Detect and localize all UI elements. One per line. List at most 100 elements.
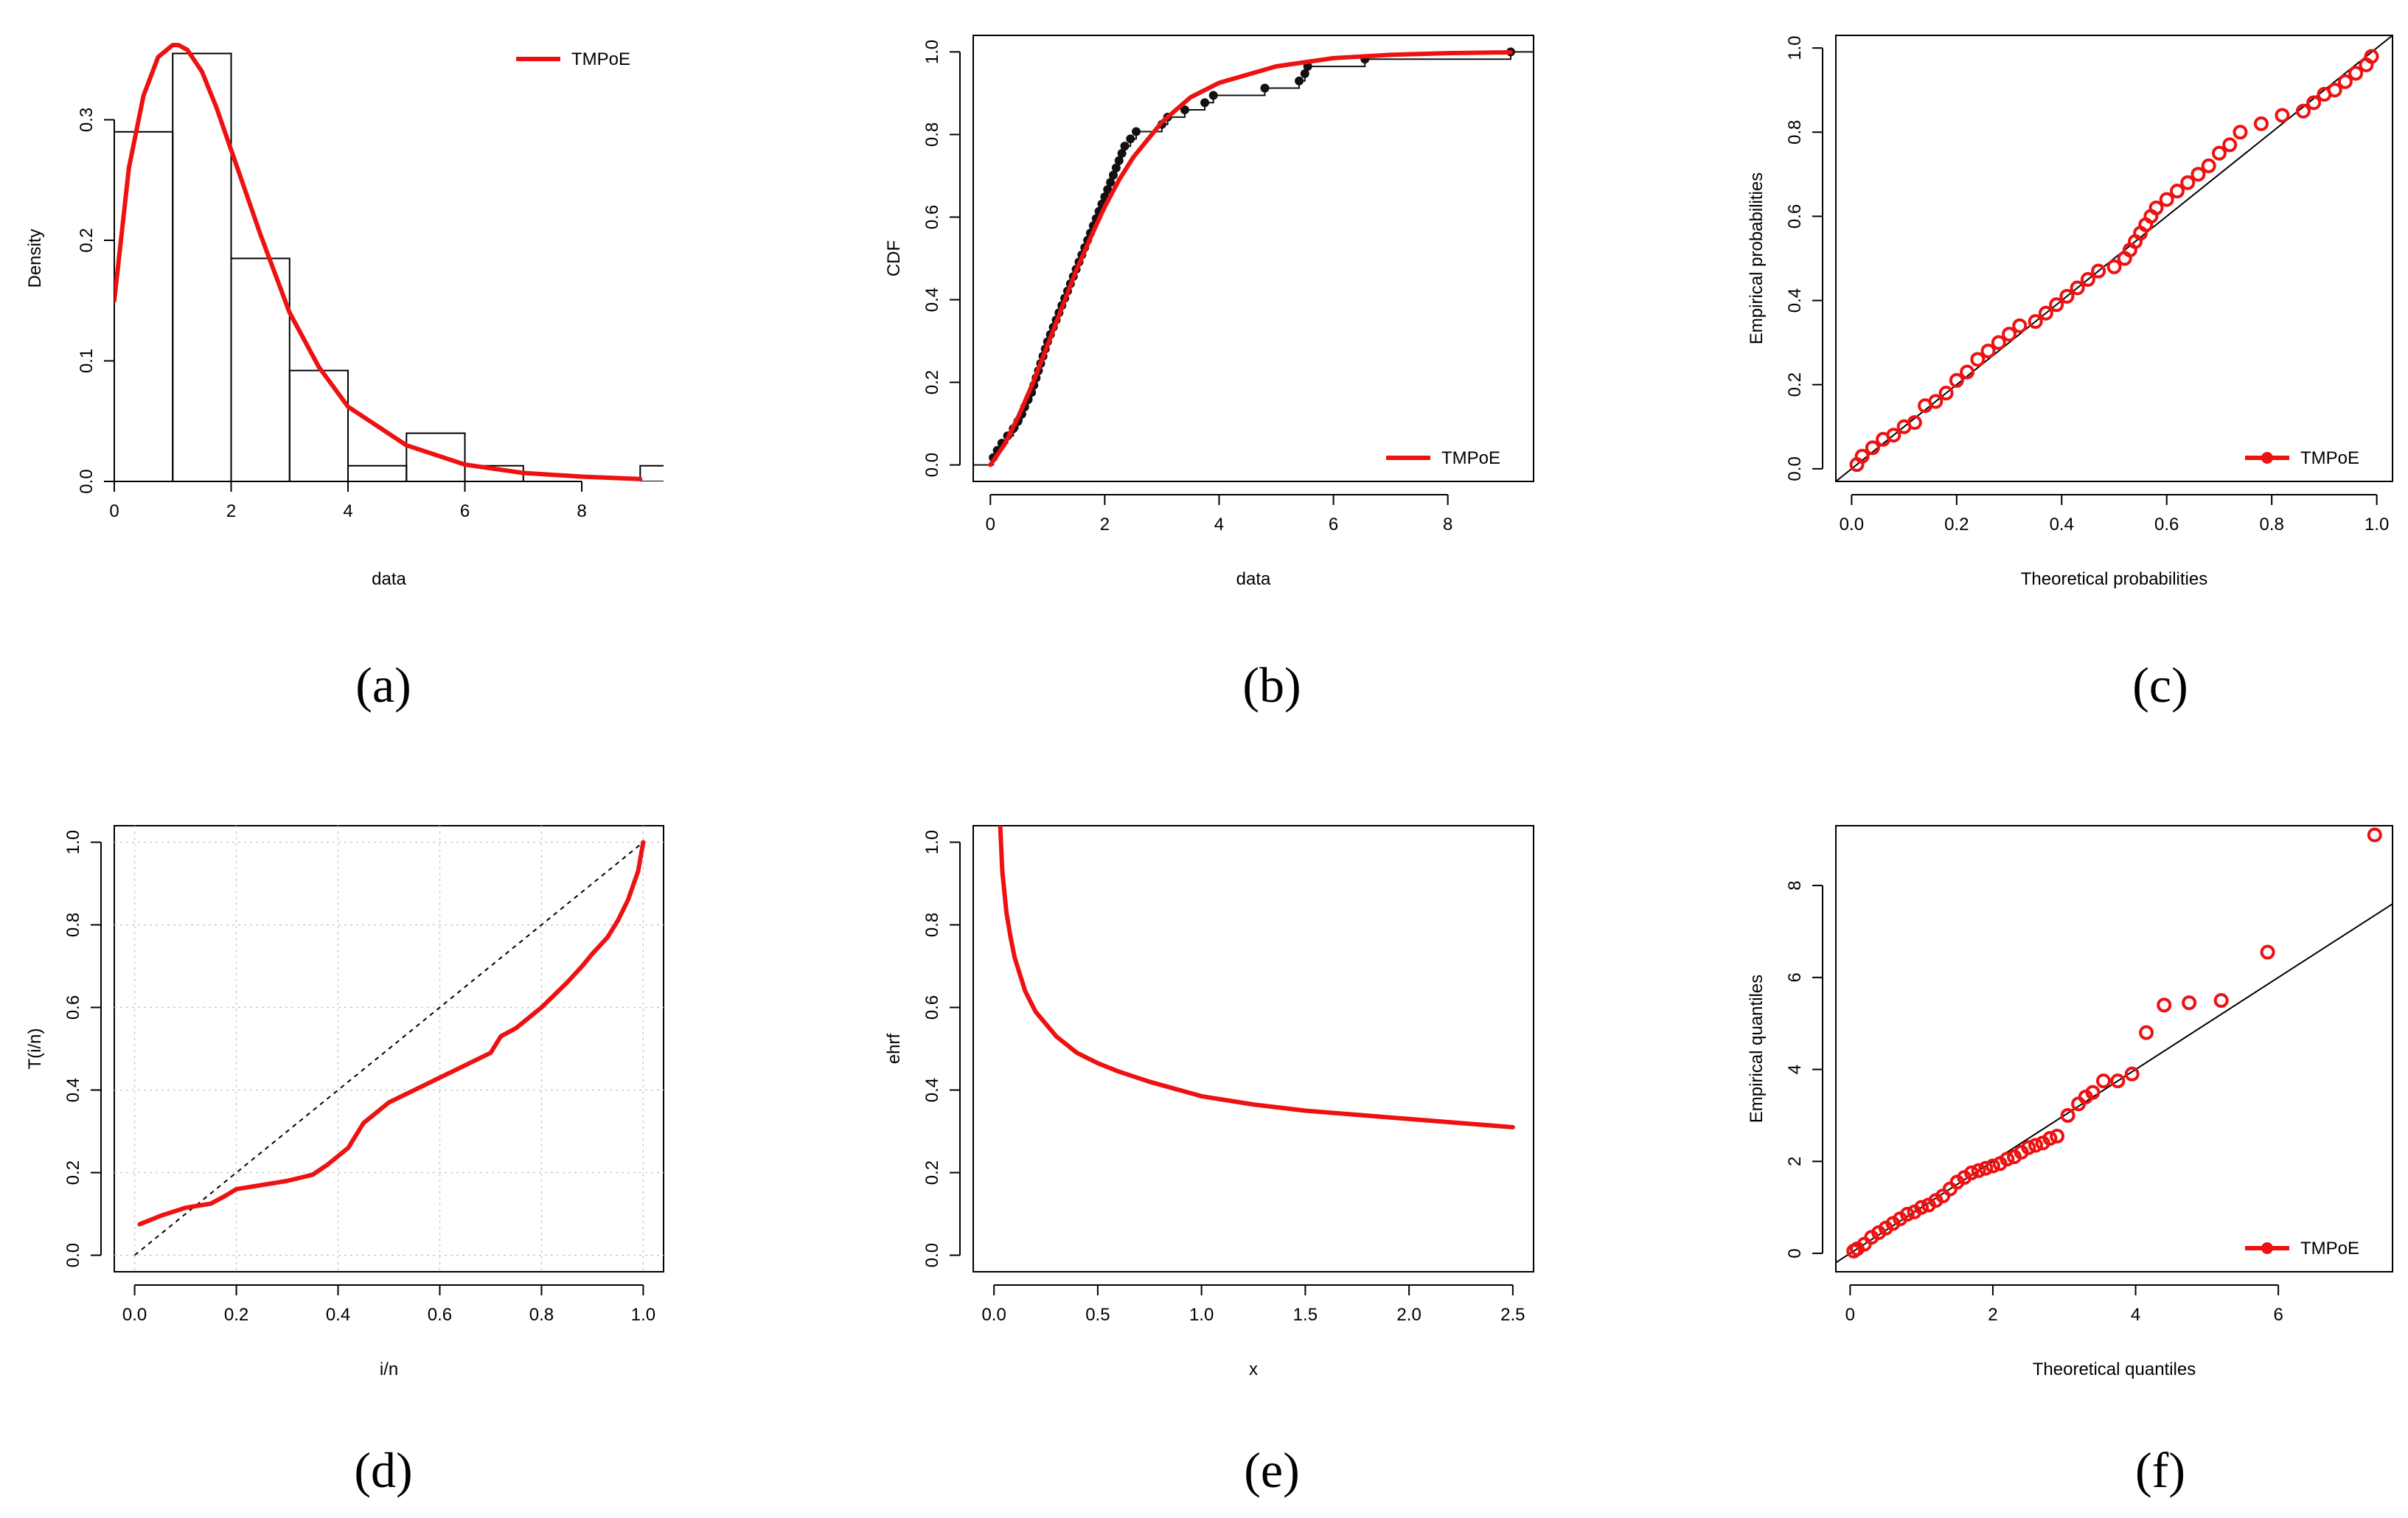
scatter-point: [2070, 280, 2085, 296]
y-tick-label: 0.8: [922, 122, 942, 147]
legend: TMPoE: [2238, 1230, 2385, 1266]
caption-b: (b): [1242, 657, 1301, 713]
chart-a: 0 2 4 6 8 data 0.0 0.1 0.2 0.3 Density TMPoE: [25, 43, 664, 589]
legend: TMPoE: [1379, 440, 1526, 476]
x-tick-label: 0.0: [1840, 515, 1864, 535]
y-tick-label: 0.8: [63, 913, 83, 937]
data-layer: [973, 47, 1534, 467]
y-tick-label: 1.0: [1785, 35, 1805, 60]
caption-c: (c): [2132, 657, 2188, 713]
scatter-point: [2337, 74, 2353, 89]
x-tick-label: 1.0: [1189, 1305, 1214, 1325]
scatter-point: [2295, 103, 2311, 119]
x-tick-label: 0.0: [981, 1305, 1006, 1325]
y-tick-label: 0.6: [63, 995, 83, 1020]
y-axis-label: T(i/n): [25, 1028, 45, 1070]
histogram-bar: [114, 130, 174, 481]
scatter-point: [2106, 259, 2122, 274]
x-tick-label: 0: [986, 515, 995, 535]
scatter-point: [2028, 314, 2043, 330]
y-tick-label: 1.0: [63, 830, 83, 854]
scatter-point: [1978, 1160, 1994, 1176]
scatter-point: [2012, 318, 2028, 333]
x-tick-label: 2: [226, 501, 236, 521]
y-tick-label: 1.0: [922, 830, 942, 854]
scatter-point: [1985, 1158, 2000, 1174]
ecdf-point: [1126, 134, 1135, 144]
scatter-point: [2233, 125, 2248, 140]
scatter-point: [2157, 998, 2172, 1013]
y-tick-label: 0.2: [77, 228, 97, 252]
plot-frame: [972, 35, 1534, 482]
y-tick-label: 1.0: [922, 40, 942, 64]
ecdf-point: [1111, 163, 1121, 173]
y-tick-label: 0.0: [63, 1243, 83, 1267]
y-tick-label: 2: [1785, 1157, 1805, 1166]
y-axis-label: Empirical probabilities: [1747, 173, 1767, 344]
scatter-point: [2002, 327, 2017, 342]
plot-frame: [1835, 35, 2393, 482]
scatter-point: [2182, 995, 2197, 1011]
scatter-point: [1865, 440, 1880, 456]
legend: TMPoE: [516, 49, 630, 69]
ecdf-point: [1260, 83, 1270, 93]
histogram-bar: [406, 432, 466, 481]
scatter-point: [2021, 1140, 2036, 1155]
x-tick-label: 0.5: [1085, 1305, 1110, 1325]
scatter-point: [2124, 1066, 2140, 1082]
y-tick-label: 0.1: [77, 349, 97, 373]
scatter-point: [1907, 415, 1922, 431]
x-tick-label: 0.2: [1944, 515, 1969, 535]
scatter-point: [2028, 1138, 2044, 1153]
scatter-point: [2050, 1129, 2065, 1144]
scatter-point: [2042, 1131, 2058, 1146]
x-tick-label: 8: [577, 501, 586, 521]
scatter-point: [2169, 184, 2185, 199]
legend-label: TMPoE: [2300, 1239, 2359, 1258]
legend-point: [2261, 452, 2273, 464]
legend-label: TMPoE: [2300, 448, 2359, 468]
x-tick-label: 2.5: [1500, 1305, 1525, 1325]
scatter-point: [2260, 944, 2275, 960]
y-tick-label: 0.0: [922, 453, 942, 477]
legend: TMPoE: [2238, 440, 2385, 476]
x-tick-label: 0.6: [2154, 515, 2179, 535]
data-layer: [1836, 827, 2393, 1264]
x-tick-label: 2.0: [1396, 1305, 1421, 1325]
scatter-point: [2180, 175, 2196, 190]
y-tick-label: 0.3: [77, 108, 97, 132]
x-tick-label: 0.8: [529, 1305, 554, 1325]
scatter-point: [2000, 1152, 2015, 1167]
ecdf-point: [1200, 98, 1210, 108]
y-axis-label: CDF: [884, 240, 904, 276]
x-tick-label: 4: [1214, 515, 1224, 535]
ecdf-point: [1300, 69, 1309, 78]
reference-line: [1836, 903, 2393, 1264]
x-tick-label: 4: [343, 501, 352, 521]
y-tick-label: 0.2: [63, 1160, 83, 1185]
scatter-point: [1914, 1200, 1929, 1215]
histogram-bar: [172, 52, 232, 481]
scatter-point: [2211, 145, 2227, 161]
scatter-point: [2085, 1084, 2101, 1100]
y-tick-label: 0.4: [922, 288, 942, 312]
x-tick-label: 8: [1443, 515, 1452, 535]
x-axis-label: Theoretical quantiles: [2033, 1359, 2196, 1379]
scatter-point: [1971, 1163, 1986, 1178]
x-tick-label: 0.4: [326, 1305, 350, 1325]
y-tick-label: 0.6: [922, 205, 942, 229]
scatter-point: [2275, 108, 2290, 123]
scatter-point: [2038, 305, 2053, 321]
scatter-point: [2327, 83, 2342, 98]
chart-d: 0.0 0.2 0.4 0.6 0.8 1.0 i/n 0.0 0.2 0.4 0.6 0.8 1.0 T…: [25, 825, 664, 1379]
histogram-bar: [347, 464, 408, 481]
x-tick-label: 1.5: [1293, 1305, 1318, 1325]
x-tick-label: 2: [1988, 1305, 1997, 1325]
legend-point: [2261, 1242, 2273, 1254]
y-tick-label: 0.4: [63, 1078, 83, 1102]
y-axis-label: Empirical quantiles: [1747, 975, 1767, 1123]
scatter-point: [1854, 448, 1870, 464]
histogram-bar: [288, 369, 349, 481]
x-tick-label: 6: [2273, 1305, 2283, 1325]
x-tick-label: 0.4: [2050, 515, 2074, 535]
